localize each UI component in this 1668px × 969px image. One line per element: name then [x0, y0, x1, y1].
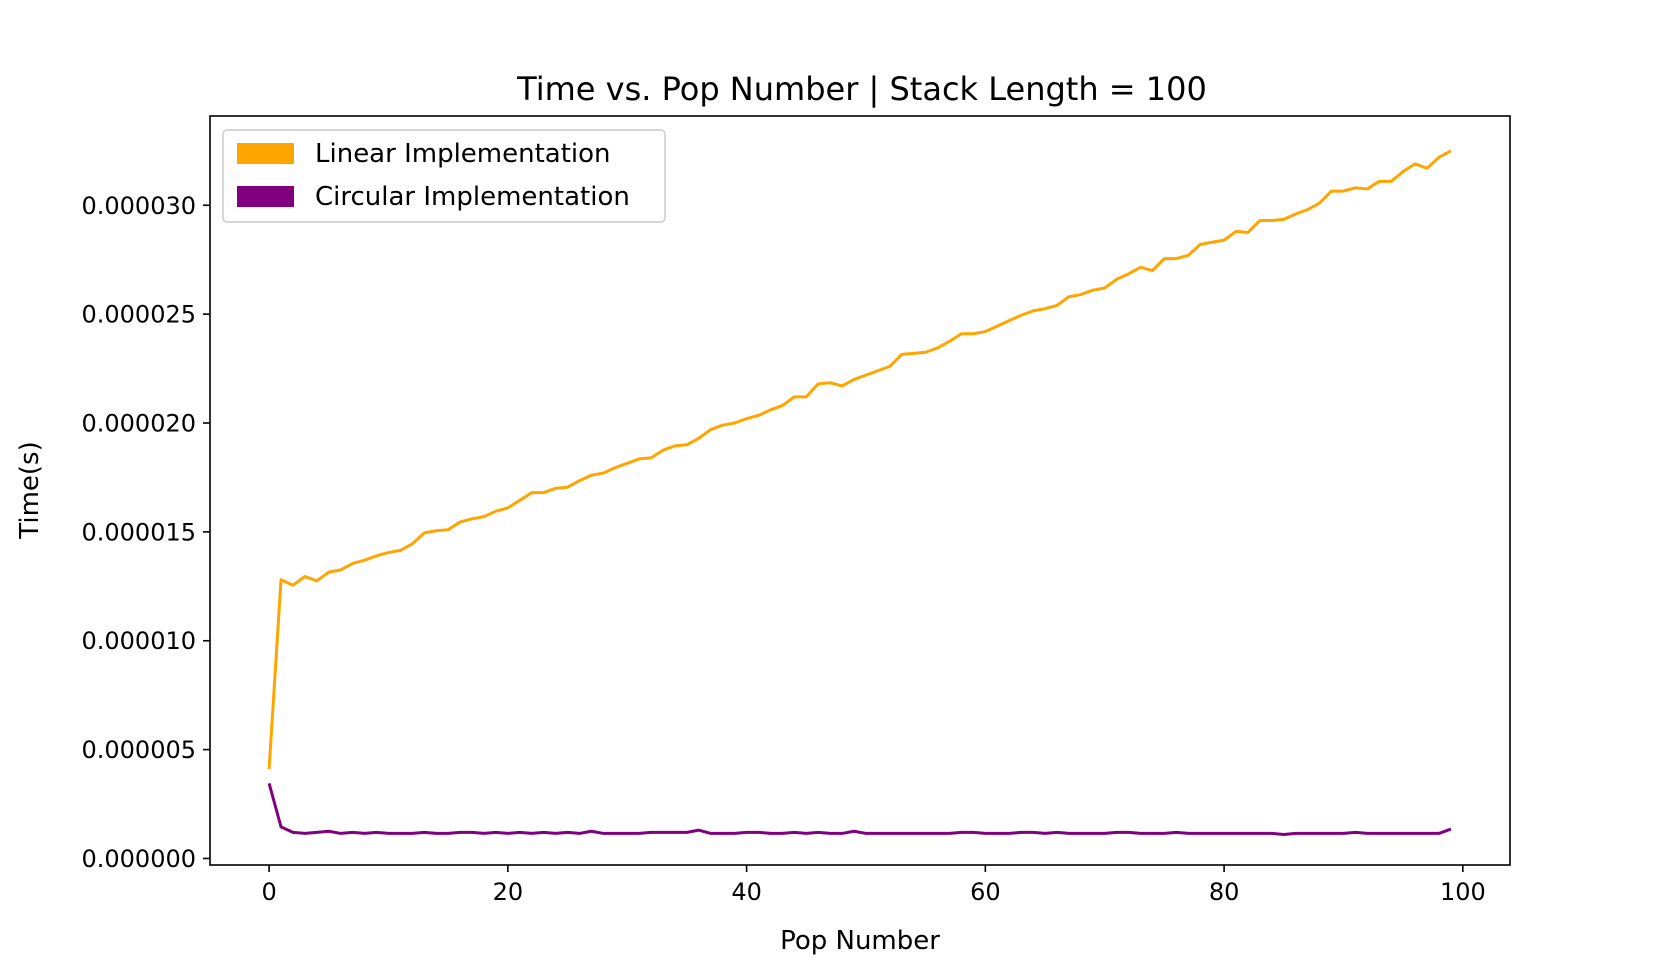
y-axis-ticks: 0.000000 0.000005 0.000010 0.000015 0.000020…: [81, 192, 210, 873]
y-tick-label: 0.000020: [81, 410, 196, 438]
y-tick-label: 0.000010: [81, 627, 196, 655]
x-tick-label: 60: [970, 878, 1001, 906]
x-axis-ticks: 0 20 40 60 80 100: [261, 865, 1486, 906]
x-tick-label: 20: [493, 878, 524, 906]
y-tick-label: 0.000025: [81, 301, 196, 329]
y-tick-label: 0.000015: [81, 518, 196, 546]
legend-swatch: [237, 143, 294, 164]
series-line-2: [267, 782, 1452, 837]
y-axis-label: Time(s): [15, 441, 45, 539]
y-tick-label: 0.000005: [81, 736, 196, 764]
x-tick-label: 100: [1440, 878, 1486, 906]
x-tick-label: 40: [731, 878, 762, 906]
legend-label: Circular Implementation: [315, 182, 630, 212]
x-tick-label: 0: [261, 878, 276, 906]
plot-series-group: [267, 149, 1452, 837]
x-tick-label: 80: [1209, 878, 1240, 906]
legend: Linear Implementation Circular Implementa…: [222, 129, 666, 223]
legend-label: Linear Implementation: [315, 139, 611, 169]
legend-swatch: [237, 186, 294, 207]
y-tick-label: 0.000030: [81, 192, 196, 220]
plot-area-frame: [209, 115, 1511, 866]
x-axis-label: Pop Number: [780, 926, 940, 956]
chart-title: Time vs. Pop Number | Stack Length = 100: [516, 70, 1207, 108]
legend-box: [222, 129, 666, 223]
y-tick-label: 0.000000: [81, 845, 196, 873]
series-line-1: [267, 149, 1452, 770]
